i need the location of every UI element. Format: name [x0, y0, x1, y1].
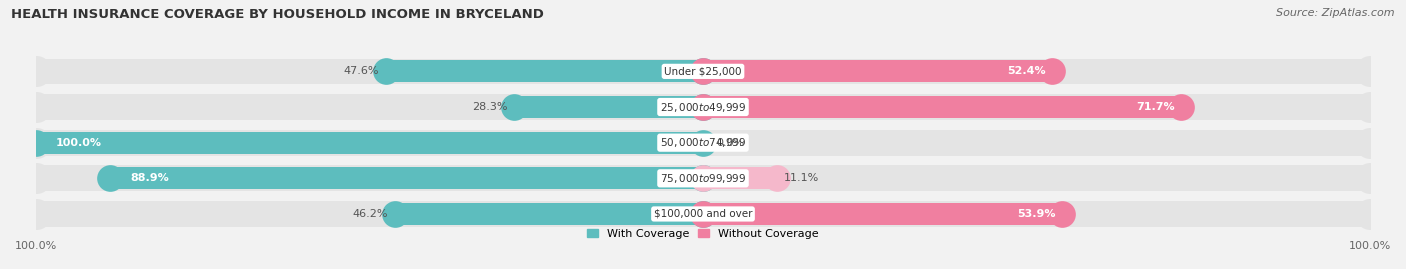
Bar	[515, 96, 703, 118]
Bar	[703, 60, 1053, 82]
Text: 11.1%: 11.1%	[783, 173, 818, 183]
Text: 46.2%: 46.2%	[353, 209, 388, 219]
Bar	[395, 203, 703, 225]
Text: $25,000 to $49,999: $25,000 to $49,999	[659, 101, 747, 114]
Bar	[37, 94, 1369, 120]
Text: 100.0%: 100.0%	[56, 138, 103, 148]
Text: Source: ZipAtlas.com: Source: ZipAtlas.com	[1277, 8, 1395, 18]
Text: 28.3%: 28.3%	[472, 102, 508, 112]
Bar	[37, 165, 1369, 191]
Text: 47.6%: 47.6%	[343, 66, 378, 76]
Bar	[110, 167, 703, 189]
Text: $100,000 and over: $100,000 and over	[654, 209, 752, 219]
Bar	[703, 96, 1181, 118]
Legend: With Coverage, Without Coverage: With Coverage, Without Coverage	[585, 226, 821, 241]
Text: 53.9%: 53.9%	[1018, 209, 1056, 219]
Bar	[37, 59, 1369, 84]
Bar	[37, 132, 703, 154]
Bar	[703, 167, 778, 189]
Text: 0.0%: 0.0%	[716, 138, 745, 148]
Bar	[385, 60, 703, 82]
Bar	[703, 203, 1063, 225]
Text: 52.4%: 52.4%	[1007, 66, 1046, 76]
Text: 71.7%: 71.7%	[1136, 102, 1174, 112]
Text: $75,000 to $99,999: $75,000 to $99,999	[659, 172, 747, 185]
Text: Under $25,000: Under $25,000	[664, 66, 742, 76]
Text: $50,000 to $74,999: $50,000 to $74,999	[659, 136, 747, 149]
Bar	[37, 130, 1369, 155]
Bar	[37, 201, 1369, 227]
Text: HEALTH INSURANCE COVERAGE BY HOUSEHOLD INCOME IN BRYCELAND: HEALTH INSURANCE COVERAGE BY HOUSEHOLD I…	[11, 8, 544, 21]
Text: 88.9%: 88.9%	[131, 173, 169, 183]
